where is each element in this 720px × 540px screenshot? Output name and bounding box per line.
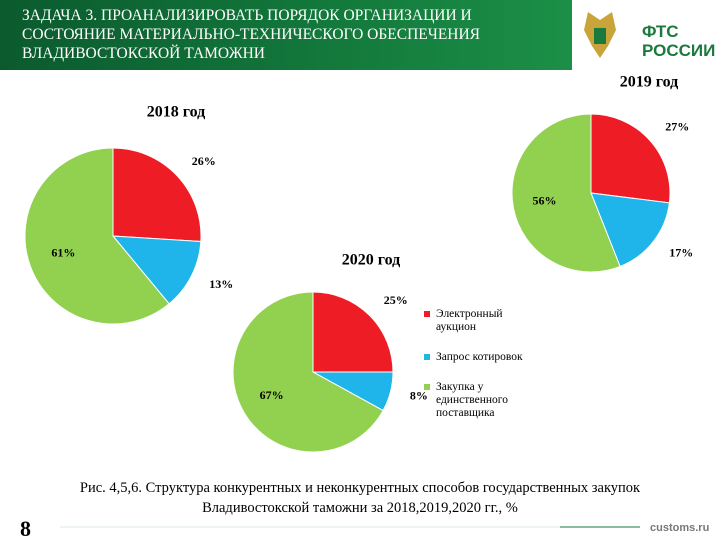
pie-slice [24,147,170,325]
legend-item: Электронный аукцион [424,308,536,334]
data-label: 56% [532,194,556,208]
logo-line: РОССИИ [642,41,716,60]
data-label: 8% [410,389,428,403]
data-label: 27% [665,119,689,133]
data-label: 17% [669,245,693,259]
legend-label: Запрос котировок [436,351,523,363]
header-band: ЗАДАЧА 3. ПРОАНАЛИЗИРОВАТЬ ПОРЯДОК ОРГАН… [0,0,572,70]
data-label: 25% [384,293,408,307]
emblem [60,12,640,528]
page-number: 8 [20,516,31,540]
legend-label: Закупка у единственного поставщика [436,381,508,419]
legend-swatch [424,311,430,317]
pie-slice [111,235,202,305]
data-label: 61% [51,246,75,260]
pie-slice [112,147,202,243]
data-label: 13% [209,277,233,291]
chart-title: 2019 год [620,74,679,91]
legend-label: Электронный аукцион [436,308,503,333]
legend-item: Закупка у единственного поставщика [424,381,536,420]
data-label: 67% [260,388,284,402]
pie-slice [232,291,384,453]
logo-text: ФТС РОССИИ [642,22,715,60]
caption: Рис. 4,5,6. Структура конкурентных и нек… [79,480,641,516]
chart-title: 2018 год [147,104,206,121]
legend-item: Запрос котировок [424,351,536,364]
pie-slice [590,113,671,204]
pie-slice [511,113,621,273]
pie-slice [312,291,394,373]
logo-line: ФТС [642,22,679,41]
legend-swatch [424,384,430,390]
legend-swatch [424,354,430,360]
website: customs.ru [650,522,710,534]
header-title: ЗАДАЧА 3. ПРОАНАЛИЗИРОВАТЬ ПОРЯДОК ОРГАН… [22,7,481,62]
data-label: 26% [192,154,216,168]
chart-title: 2020 год [342,252,401,269]
pie-slice [590,192,670,268]
legend: Электронный аукцион Запрос котировок Закуп… [424,308,536,437]
